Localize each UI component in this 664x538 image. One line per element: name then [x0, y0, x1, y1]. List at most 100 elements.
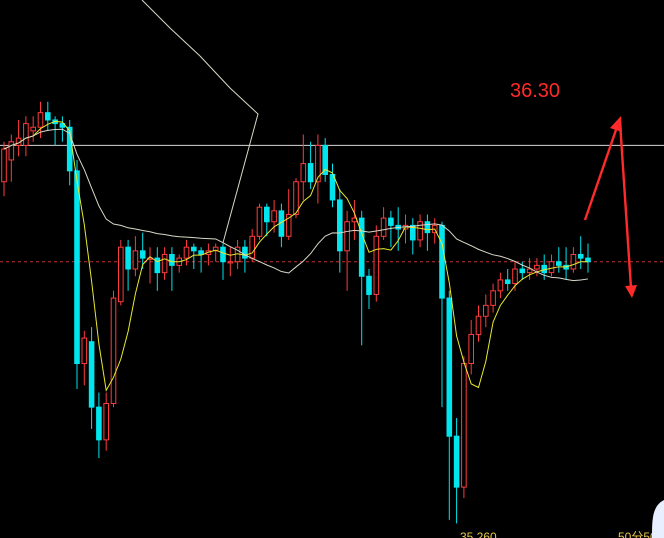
candle-body: [337, 199, 343, 252]
candle: [577, 236, 584, 269]
candle: [424, 214, 431, 251]
candle: [191, 243, 197, 269]
candle: [307, 141, 314, 190]
low-price-label: 35.260: [460, 530, 497, 538]
candle: [373, 225, 380, 302]
candle: [585, 243, 591, 273]
candle: [45, 101, 51, 131]
candle-body: [380, 217, 387, 237]
candle-body: [497, 279, 504, 292]
candle-body: [242, 246, 248, 259]
candle: [147, 247, 153, 284]
down-arrow-shaft: [618, 121, 633, 289]
candle-body: [154, 257, 161, 274]
corner-scroll-handle[interactable]: [652, 500, 664, 538]
candle: [96, 392, 102, 459]
up-arrow-head: [610, 116, 622, 132]
candle-body: [548, 261, 555, 274]
candle: [322, 138, 328, 182]
candle: [300, 134, 307, 200]
candle-body: [461, 363, 467, 488]
candle: [264, 203, 270, 237]
candle-body: [519, 268, 526, 274]
candle: [344, 210, 350, 291]
candle: [15, 119, 22, 157]
candle: [556, 247, 562, 273]
candle: [8, 134, 15, 182]
candle: [103, 392, 110, 451]
candle: [110, 290, 117, 408]
candle: [410, 218, 416, 255]
candle: [278, 203, 285, 248]
moving-averages: [3, 0, 589, 392]
candle-body: [198, 250, 204, 255]
candle-body: [300, 163, 307, 183]
candle-body: [577, 253, 584, 259]
candle: [66, 119, 73, 186]
candle-body: [315, 144, 321, 183]
candle: [329, 163, 336, 208]
candle-body: [23, 123, 29, 146]
candle: [74, 159, 80, 389]
candle-body: [526, 268, 533, 274]
candle-body: [88, 341, 95, 408]
candle-body: [307, 163, 314, 183]
candle: [446, 290, 453, 520]
candle-body: [45, 112, 51, 121]
candle-body: [161, 253, 168, 274]
candle-body: [468, 333, 474, 365]
candle: [548, 254, 555, 277]
candle-body: [183, 246, 190, 259]
candle-body: [585, 257, 591, 263]
candle: [534, 258, 540, 277]
candle-body: [504, 279, 511, 285]
candle-body: [132, 250, 139, 270]
candle: [380, 207, 387, 240]
candle-body: [453, 435, 460, 488]
candle-body: [366, 275, 372, 295]
candle-body: [125, 246, 131, 270]
candle-body: [475, 315, 482, 335]
candle: [23, 116, 29, 157]
candle: [161, 247, 168, 280]
candle-body: [139, 250, 146, 259]
candle-body: [556, 261, 562, 266]
candle: [468, 319, 474, 375]
candle-body: [81, 337, 88, 365]
candles: [1, 101, 591, 524]
timeframe-label-text: 50分: [618, 530, 643, 538]
candle-body: [110, 297, 117, 405]
candle: [227, 247, 234, 277]
candle-body: [446, 297, 453, 437]
candle: [220, 243, 226, 280]
candle: [431, 218, 438, 244]
candle-body: [373, 235, 380, 295]
candle: [417, 214, 423, 248]
candle: [183, 239, 190, 266]
candle-body: [118, 246, 124, 303]
candle: [483, 294, 489, 328]
candle: [351, 199, 358, 240]
candle-body: [74, 170, 80, 365]
candle-body: [37, 112, 44, 128]
candle: [1, 141, 7, 197]
candle-body: [424, 221, 431, 234]
candle: [154, 247, 161, 291]
candle-body: [8, 141, 15, 161]
candle-body: [220, 246, 226, 263]
candle-body: [329, 173, 336, 201]
candle: [242, 239, 248, 273]
candle: [563, 247, 569, 280]
annotation-arrows: [583, 116, 637, 298]
candle: [88, 327, 95, 429]
candle: [490, 283, 496, 313]
candle: [169, 247, 175, 291]
candle: [81, 330, 88, 386]
ma-long-line: [3, 128, 589, 282]
candle: [453, 418, 460, 524]
candle-body: [512, 268, 518, 285]
candle: [198, 247, 204, 273]
candle-body: [358, 217, 365, 277]
candle: [293, 178, 299, 219]
